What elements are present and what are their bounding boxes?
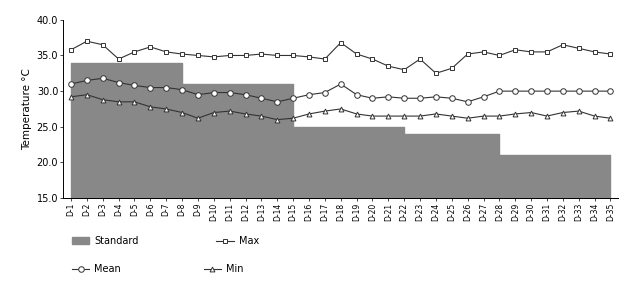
Legend: Mean, Min: Mean, Min [68, 260, 247, 278]
Legend: Standard, Max: Standard, Max [68, 232, 263, 250]
Y-axis label: Temperature °C: Temperature °C [23, 68, 32, 150]
